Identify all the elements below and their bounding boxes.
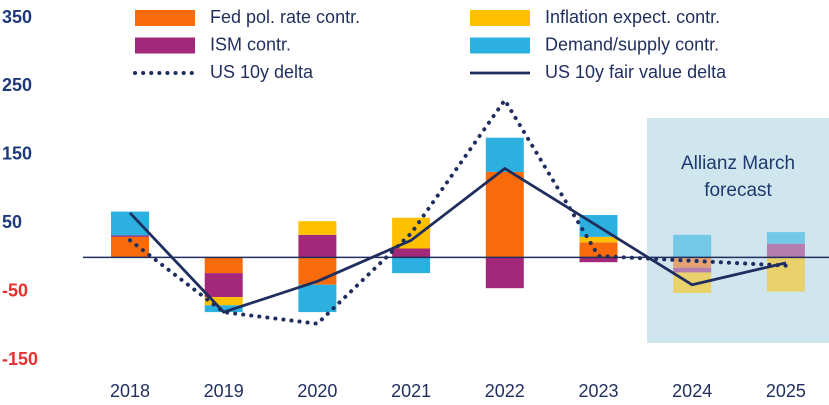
bar-segment [485,137,524,172]
bar-segment [392,257,431,274]
bar-segment [485,257,524,289]
bar-segment [579,242,618,258]
y-tick-label: 350 [2,7,32,27]
bar-segment [673,267,712,273]
line-series [128,167,787,314]
legend-swatch [470,37,530,54]
legend-label: Fed pol. rate contr. [210,7,360,27]
bar-segment [766,243,805,258]
bar-segment [392,248,431,258]
x-tick-label: 2022 [485,381,525,401]
bar-segment [579,236,618,243]
legend-label: US 10y fair value delta [545,62,727,82]
bar-segment [111,235,149,237]
bar-segment [204,257,243,274]
y-tick-label: 150 [2,144,32,164]
bar-segment [298,234,337,258]
legend-label: Demand/supply contr. [545,34,719,54]
legend-swatch [470,10,530,26]
legend-swatch [135,37,195,54]
bar-segment [298,221,337,235]
x-tick-label: 2018 [110,381,150,401]
forecast-overlay [647,118,829,343]
y-tick-label: 250 [2,75,32,95]
legend-swatch [135,10,195,26]
bar-segment [204,305,243,313]
y-tick-label: -50 [2,280,28,300]
bar-segment [204,297,243,306]
bar-segment [392,217,431,249]
bar-segment [204,273,243,298]
x-tick-label: 2020 [297,381,337,401]
bar-segment [485,171,524,258]
x-tick-label: 2024 [672,381,712,401]
legend-label: US 10y delta [210,62,314,82]
bar-segment [766,232,805,244]
legend-label: Inflation expect. contr. [545,7,720,27]
x-tick-label: 2025 [766,381,806,401]
forecast-annotation: Allianz March forecast [680,153,796,201]
legend-label: ISM contr. [210,34,291,54]
y-tick-label: 50 [2,212,22,232]
bar-segment [111,211,149,236]
bar-segment [111,236,149,258]
bar-segment [673,257,712,268]
y-tick-label: -150 [2,349,38,369]
x-tick-label: 2021 [391,381,431,401]
x-tick-label: 2023 [578,381,618,401]
bar-segment [673,234,712,258]
bar-segment [298,284,337,313]
x-tick-label: 2019 [204,381,244,401]
bar-segment [579,257,618,263]
forecast-region [647,118,829,343]
